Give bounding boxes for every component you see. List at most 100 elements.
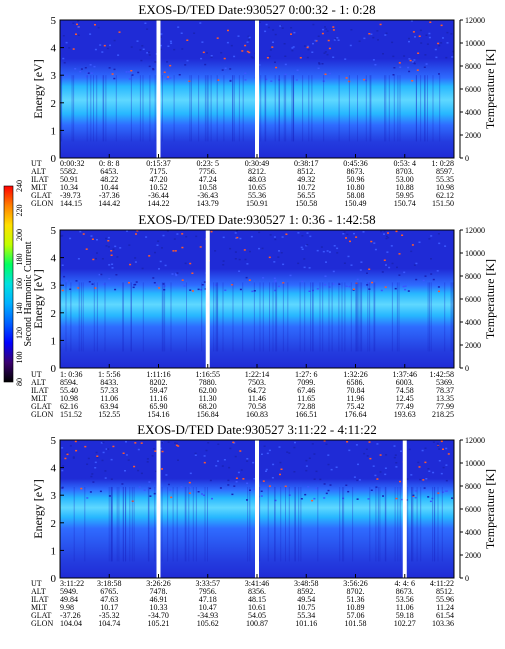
orbit-value: 11.65 bbox=[297, 394, 315, 403]
orbit-value: 49.54 bbox=[297, 595, 315, 604]
right-tick-label: 2000 bbox=[465, 131, 481, 140]
orbit-value: 8356. bbox=[248, 587, 266, 596]
orbit-value: 104.04 bbox=[60, 619, 82, 628]
orbit-value: 10.44 bbox=[100, 183, 118, 192]
y-axis-label: Energy [eV] bbox=[31, 479, 45, 538]
orbit-value: 55.96 bbox=[436, 595, 454, 604]
orbit-value: 57.06 bbox=[347, 611, 365, 620]
orbit-row-label: GLAT bbox=[31, 611, 52, 620]
orbit-value: 47.20 bbox=[150, 175, 168, 184]
orbit-value: 10.34 bbox=[60, 183, 78, 192]
orbit-value: 3:18:58 bbox=[97, 579, 121, 588]
y-tick-label: 4 bbox=[51, 253, 57, 265]
orbit-value: 11.16 bbox=[150, 394, 168, 403]
orbit-value: 104.74 bbox=[98, 619, 120, 628]
orbit-value: 10.98 bbox=[60, 394, 78, 403]
colorbar-tick-label: 80 bbox=[15, 378, 24, 386]
colorbar-tick-label: 200 bbox=[15, 229, 24, 241]
y-tick-label: 5 bbox=[51, 435, 57, 447]
orbit-value: 193.63 bbox=[394, 410, 416, 419]
orbit-value: 8594. bbox=[60, 378, 78, 387]
y-tick-label: 0 bbox=[51, 153, 57, 165]
orbit-value: 10.80 bbox=[347, 183, 365, 192]
orbit-value: 8433. bbox=[100, 378, 118, 387]
orbit-row-label: MLT bbox=[31, 603, 47, 612]
y-tick-label: 3 bbox=[51, 70, 57, 82]
orbit-value: 105.21 bbox=[148, 619, 170, 628]
orbit-row-label: UT bbox=[31, 159, 42, 168]
orbit-value: 154.16 bbox=[148, 410, 170, 419]
right-tick-label: 4000 bbox=[465, 528, 481, 537]
orbit-value: 3:11:22 bbox=[60, 579, 84, 588]
orbit-value: 166.51 bbox=[295, 410, 317, 419]
orbit-value: 72.88 bbox=[297, 402, 315, 411]
right-tick-label: 8000 bbox=[465, 62, 481, 71]
right-tick-label: 10000 bbox=[465, 39, 485, 48]
orbit-value: 8703. bbox=[396, 167, 414, 176]
orbit-value: 11.46 bbox=[248, 394, 266, 403]
y-tick-label: 2 bbox=[51, 98, 57, 110]
orbit-value: 1: 5:56 bbox=[98, 370, 120, 379]
y-tick-label: 1 bbox=[51, 125, 57, 137]
data-gap-bar bbox=[255, 20, 259, 158]
orbit-row-label: ALT bbox=[31, 378, 46, 387]
right-tick-label: 8000 bbox=[465, 272, 481, 281]
orbit-value: 101.16 bbox=[295, 619, 317, 628]
orbit-row-label: ALT bbox=[31, 587, 46, 596]
orbit-value: 1:37:46 bbox=[393, 370, 417, 379]
orbit-value: 144.42 bbox=[98, 199, 120, 208]
y-tick-label: 1 bbox=[51, 545, 57, 557]
orbit-value: 50.91 bbox=[60, 175, 78, 184]
orbit-value: -37.36 bbox=[99, 191, 120, 200]
orbit-value: 48.15 bbox=[248, 595, 266, 604]
orbit-value: 8512. bbox=[297, 167, 315, 176]
colorbar-scale bbox=[3, 185, 14, 383]
right-tick-label: 2000 bbox=[465, 341, 481, 350]
orbit-value: 68.20 bbox=[199, 402, 217, 411]
y-tick-label: 5 bbox=[51, 15, 57, 27]
orbit-value: 8673. bbox=[396, 587, 414, 596]
orbit-row-label: ALT bbox=[31, 167, 46, 176]
orbit-value: 54.05 bbox=[248, 611, 266, 620]
orbit-value: 0:45:36 bbox=[343, 159, 367, 168]
orbit-value: 55.34 bbox=[297, 611, 315, 620]
orbit-value: 62.12 bbox=[436, 191, 454, 200]
orbit-value: 3:26:26 bbox=[146, 579, 170, 588]
orbit-value: 6003. bbox=[396, 378, 414, 387]
orbit-value: 50.96 bbox=[347, 175, 365, 184]
orbit-value: 10.98 bbox=[436, 183, 454, 192]
orbit-value: 7880. bbox=[199, 378, 217, 387]
orbit-value: 47.18 bbox=[199, 595, 217, 604]
orbit-value: 57.33 bbox=[100, 386, 118, 395]
orbit-value: 150.91 bbox=[246, 199, 268, 208]
orbit-value: 53.00 bbox=[396, 175, 414, 184]
orbit-value: 5949. bbox=[60, 587, 78, 596]
orbit-value: 1:32:26 bbox=[343, 370, 367, 379]
orbit-row-label: MLT bbox=[31, 394, 47, 403]
orbit-value: 78.37 bbox=[436, 386, 454, 395]
colorbar-label: Second Harmonic Current bbox=[23, 241, 34, 346]
right-tick-label: 0 bbox=[465, 364, 469, 373]
orbit-value: 62.00 bbox=[199, 386, 217, 395]
orbit-value: 150.58 bbox=[295, 199, 317, 208]
orbit-value: 46.91 bbox=[150, 595, 168, 604]
orbit-value: 77.49 bbox=[396, 402, 414, 411]
orbit-value: 11.06 bbox=[100, 394, 118, 403]
orbit-value: 62.16 bbox=[60, 402, 78, 411]
right-tick-label: 12000 bbox=[465, 436, 485, 445]
orbit-value: 151.52 bbox=[60, 410, 82, 419]
orbit-value: 150.49 bbox=[345, 199, 367, 208]
colorbar-tick-label: 140 bbox=[15, 303, 24, 315]
orbit-value: 0:15:37 bbox=[146, 159, 170, 168]
orbit-row-label: UT bbox=[31, 579, 42, 588]
orbit-value: 51.36 bbox=[347, 595, 365, 604]
right-tick-label: 2000 bbox=[465, 551, 481, 560]
orbit-value: 101.58 bbox=[345, 619, 367, 628]
orbit-value: 0:30:49 bbox=[245, 159, 269, 168]
right-axis-label: Temperature [K] bbox=[483, 49, 497, 129]
orbit-value: -36.43 bbox=[197, 191, 218, 200]
orbit-value: 75.42 bbox=[347, 402, 365, 411]
right-tick-label: 8000 bbox=[465, 482, 481, 491]
orbit-value: 10.17 bbox=[100, 603, 118, 612]
orbit-value: 47.63 bbox=[100, 595, 118, 604]
